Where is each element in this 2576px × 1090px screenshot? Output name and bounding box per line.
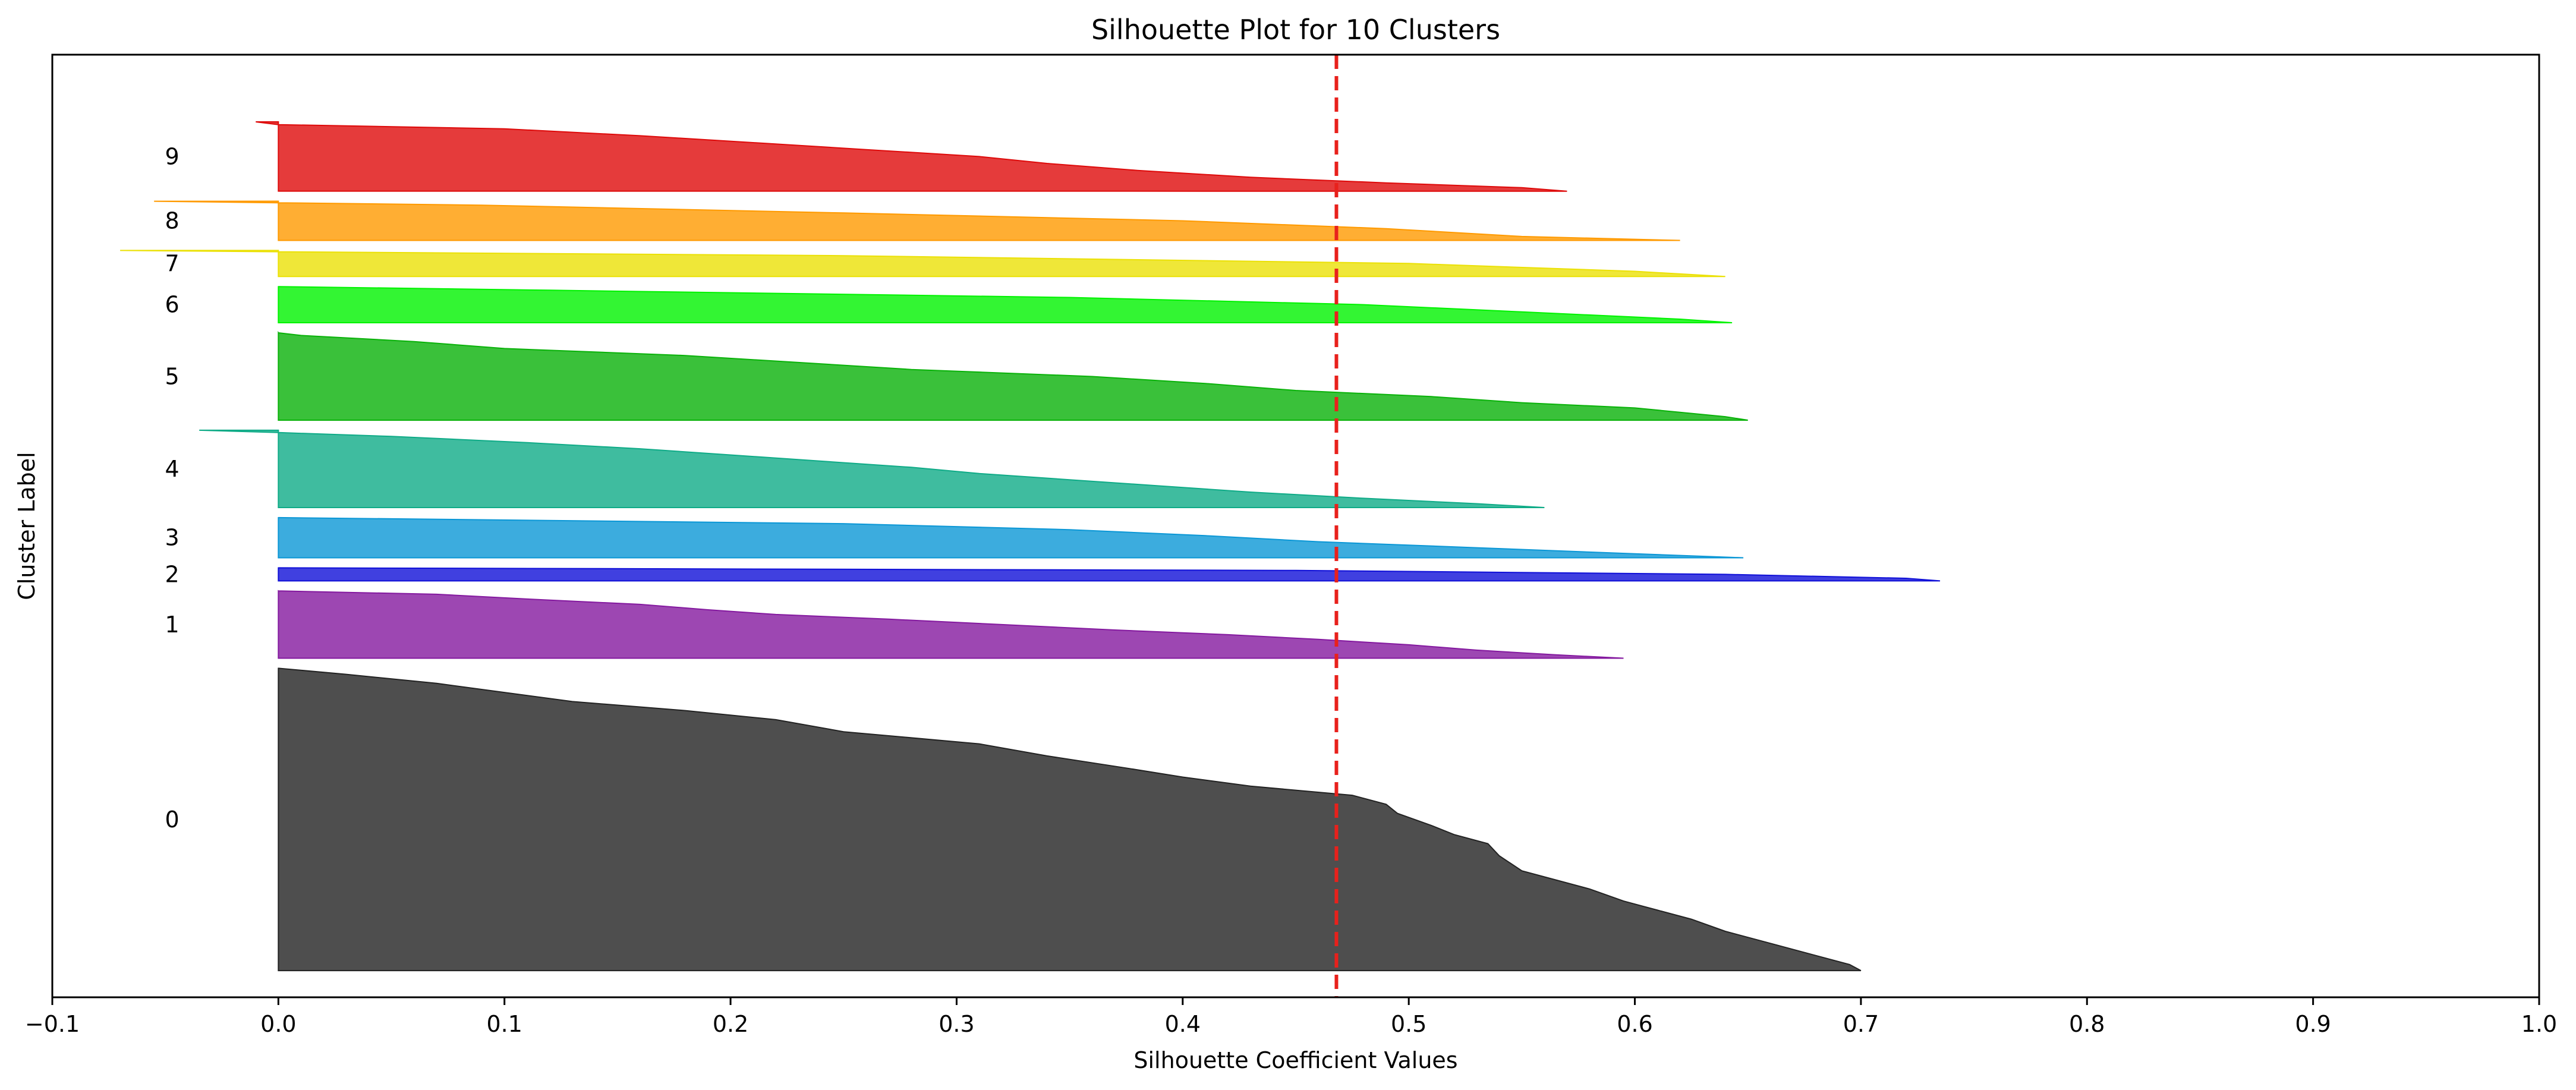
x-axis: −0.1 0.0 0.1 0.2 0.3 0.4 0.5 0.6 0.7 0.8 0.9 1.0 [25,997,2557,1037]
cluster-label-2: 2 [165,561,179,587]
cluster-label-5: 5 [165,363,179,389]
cluster-2-silhouette [278,567,1941,582]
x-tick-label: −0.1 [25,1011,80,1037]
x-axis-label: Silhouette Coefficient Values [1133,1047,1457,1073]
x-tick-label: 0.9 [2295,1011,2331,1037]
x-tick-label: 0.7 [1843,1011,1879,1037]
y-axis-label: Cluster Label [14,452,40,600]
x-tick-label: 0.5 [1391,1011,1426,1037]
cluster-label-4: 4 [165,456,179,482]
cluster-5-silhouette [278,330,1748,421]
cluster-1-silhouette [278,590,1624,659]
cluster-7-silhouette [120,250,1725,278]
cluster-labels: 0 1 2 3 4 5 6 7 8 9 [165,143,179,832]
cluster-label-1: 1 [165,612,179,638]
x-tick-label: 0.6 [1617,1011,1652,1037]
plot-frame [51,53,2540,998]
x-tick-label: 0.4 [1165,1011,1201,1037]
x-tick-label: 0.2 [713,1011,748,1037]
cluster-0-silhouette [278,667,1862,972]
cluster-label-3: 3 [165,525,179,551]
cluster-label-8: 8 [165,208,179,234]
x-tick-label: 0.8 [2069,1011,2105,1037]
cluster-label-0: 0 [165,807,179,833]
x-tick-label: 0.3 [939,1011,974,1037]
cluster-4-silhouette [199,429,1545,509]
chart-title: Silhouette Plot for 10 Clusters [1091,14,1500,46]
x-tick-label: 0.1 [487,1011,522,1037]
cluster-9-silhouette [256,121,1567,192]
plot-area [120,55,1941,997]
cluster-8-silhouette [154,200,1680,241]
cluster-3-silhouette [278,516,1744,559]
x-tick-label: 1.0 [2521,1011,2557,1037]
cluster-6-silhouette [278,286,1733,324]
cluster-label-7: 7 [165,250,179,276]
cluster-label-6: 6 [165,292,179,318]
x-tick-label: 0.0 [260,1011,296,1037]
cluster-label-9: 9 [165,143,179,169]
